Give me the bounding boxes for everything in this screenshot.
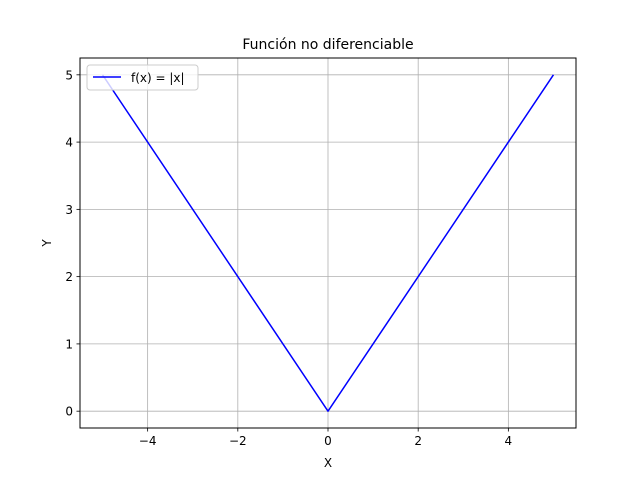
x-tick-label: 0 [324, 434, 332, 448]
x-axis-ticks: −4 −2 0 2 4 [139, 428, 512, 448]
x-tick-label: 4 [505, 434, 513, 448]
x-axis-label: X [324, 456, 332, 470]
y-tick-label: 0 [65, 405, 73, 419]
legend: f(x) = |x| [86, 64, 199, 91]
grid-lines [80, 58, 576, 428]
x-tick-label: 2 [414, 434, 422, 448]
legend-entry-label: f(x) = |x| [131, 71, 185, 85]
y-axis-label: Y [40, 239, 54, 248]
y-tick-label: 5 [65, 68, 73, 82]
series-layer [101, 74, 555, 412]
chart-title: Función no diferenciable [242, 37, 413, 53]
series-line [101, 74, 555, 412]
y-axis-ticks: 0 1 2 3 4 5 [65, 68, 80, 419]
x-tick-label: −2 [229, 434, 247, 448]
y-tick-label: 4 [65, 136, 73, 150]
y-tick-label: 2 [65, 270, 73, 284]
y-tick-label: 3 [65, 203, 73, 217]
y-tick-label: 1 [65, 337, 73, 351]
legend-box [86, 64, 199, 91]
x-tick-label: −4 [139, 434, 157, 448]
